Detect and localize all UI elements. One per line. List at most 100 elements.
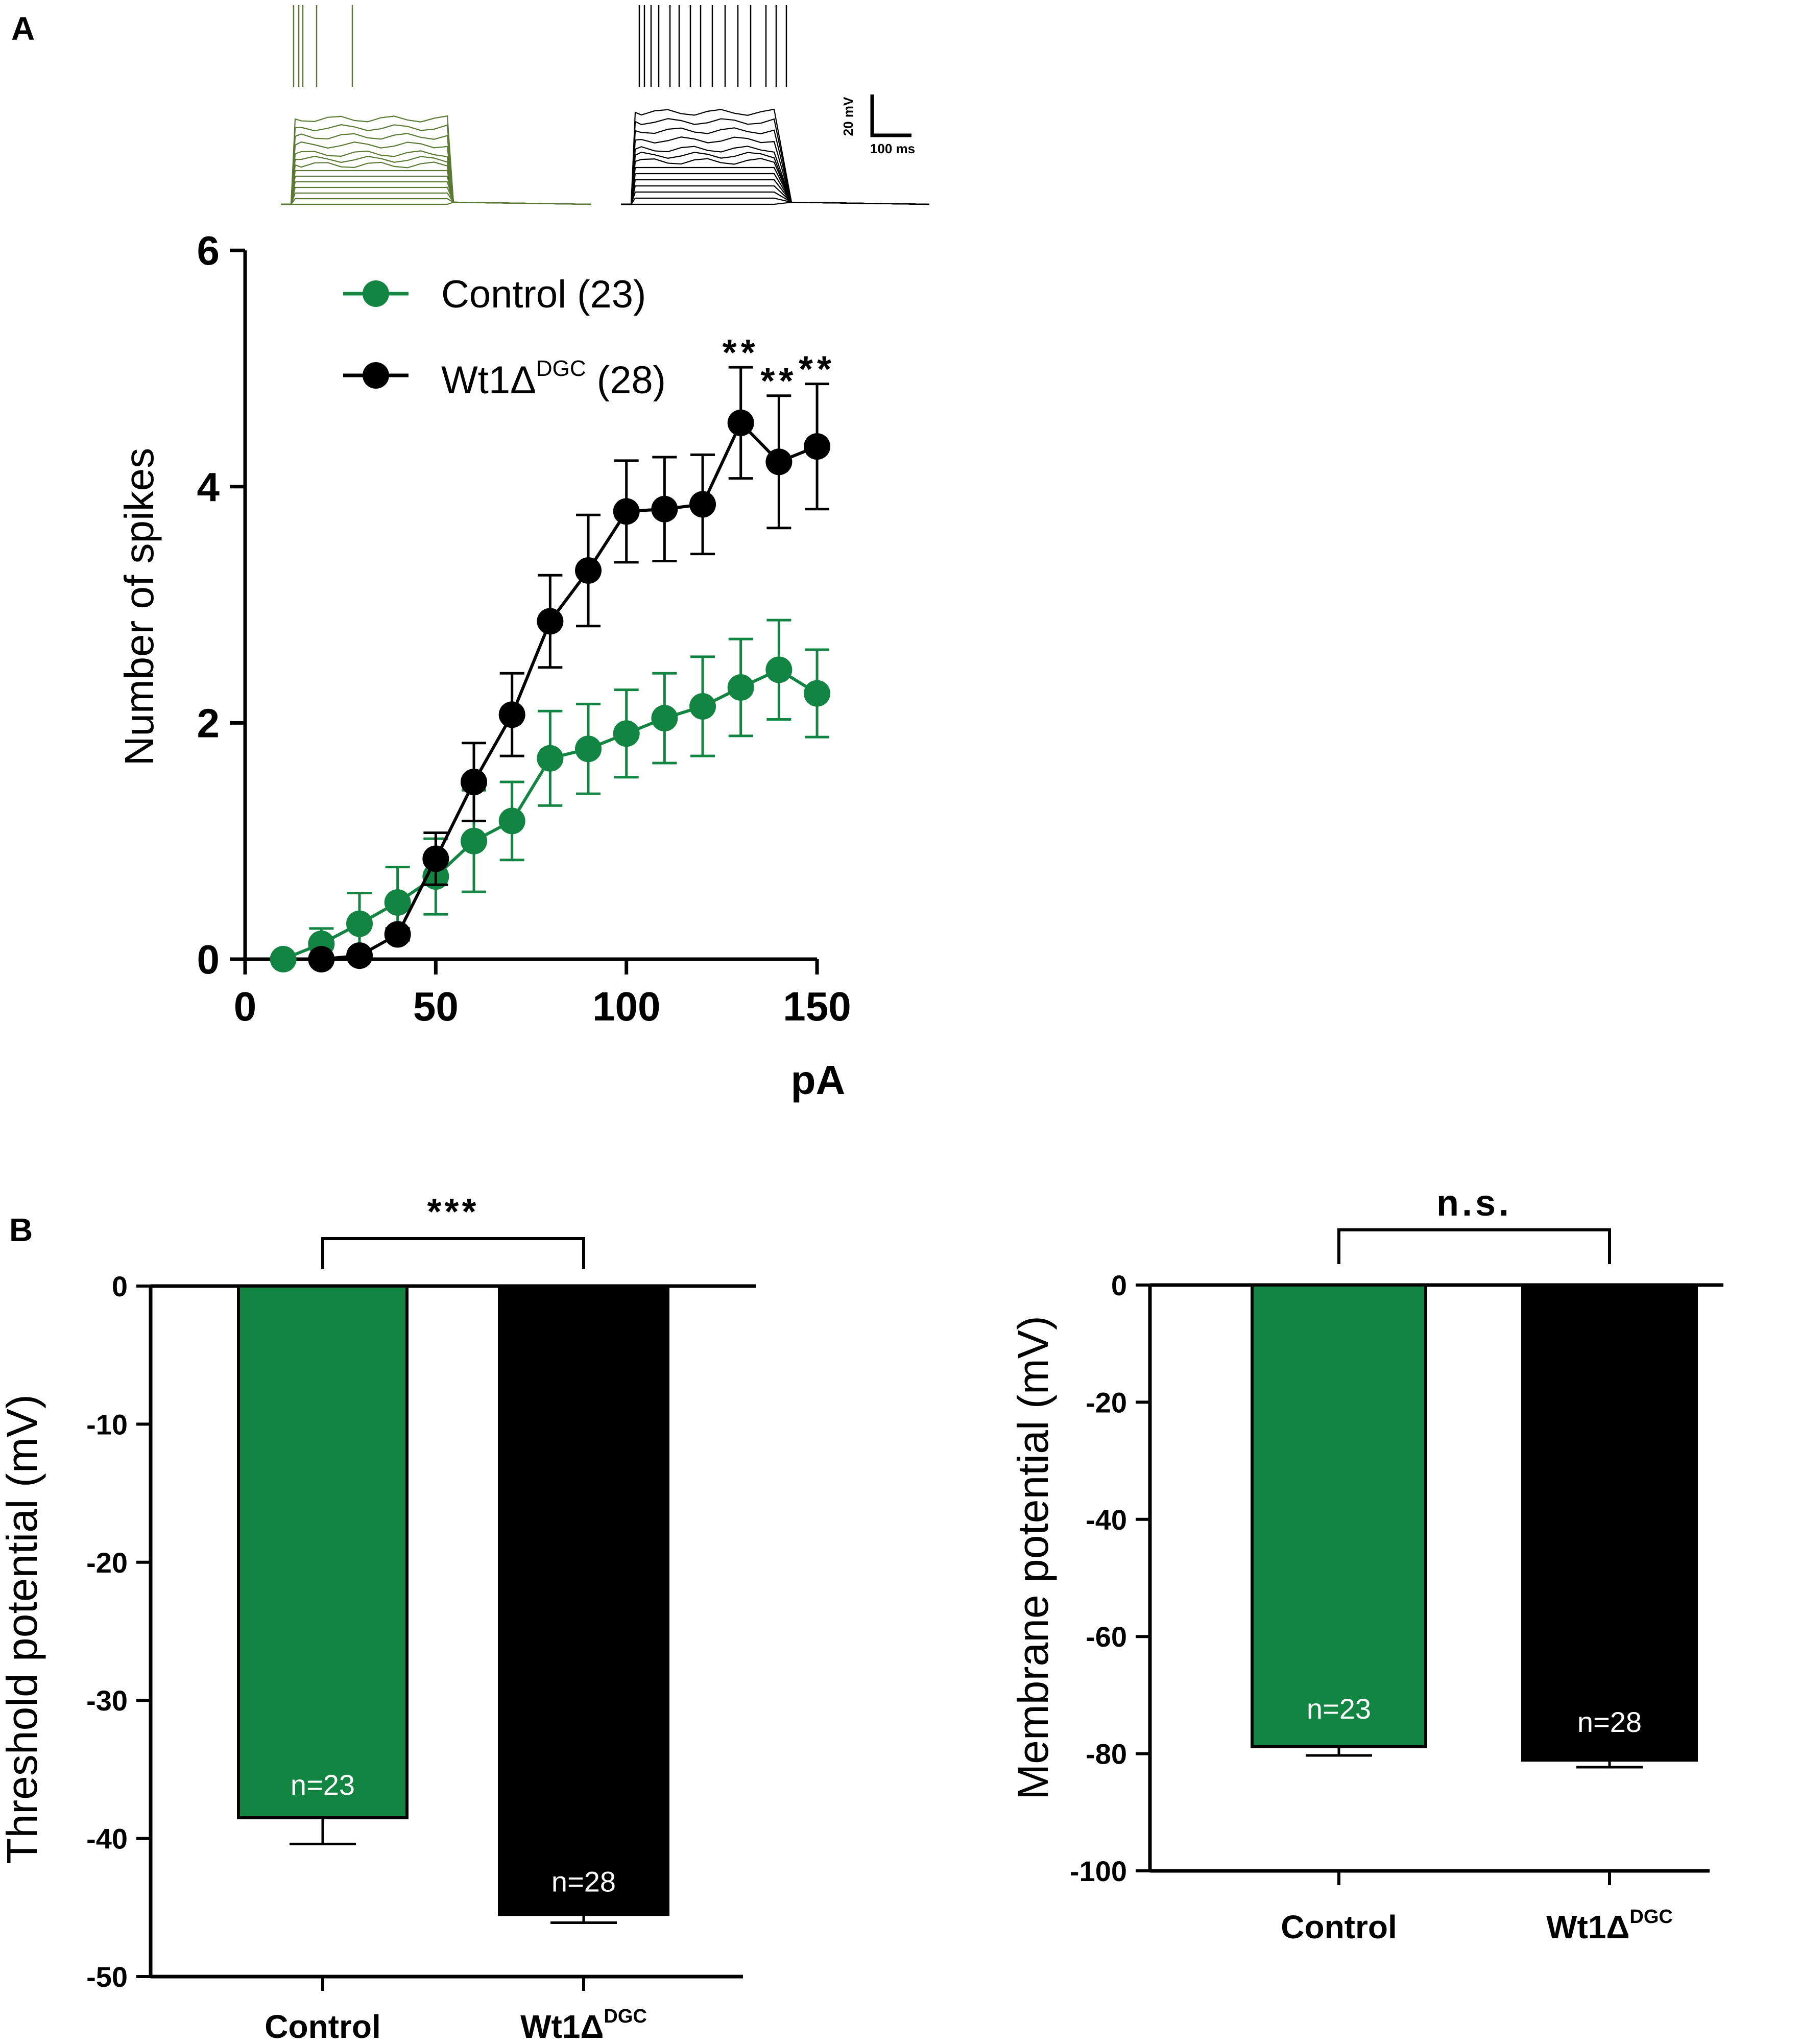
significance-marker: **	[723, 332, 759, 373]
category-label-main: Wt1Δ	[1546, 1909, 1629, 1945]
significance-label: n.s.	[1436, 1183, 1512, 1224]
n-label: n=28	[1577, 1706, 1642, 1738]
y-tick-label: -40	[86, 1823, 128, 1855]
chart-a-ylabel: Number of spikes	[116, 448, 162, 766]
significance-marker: **	[760, 361, 797, 402]
data-point	[498, 701, 525, 728]
threshold-potential-chart: 0 -10 -20 -30 -40 -50 n=23 Control n=28 Wt1ΔDGC **…	[0, 1192, 756, 2044]
trace-line	[621, 201, 930, 205]
trace-line	[281, 198, 592, 205]
trace-line	[281, 181, 592, 205]
n-label: n=23	[1307, 1693, 1371, 1725]
trace-line	[281, 161, 592, 205]
legend-mutant-marker	[363, 362, 389, 389]
trace-line	[281, 155, 592, 205]
trace-line	[621, 118, 930, 205]
y-tick-label: -20	[1086, 1386, 1127, 1418]
data-point	[651, 495, 678, 522]
trace-line	[281, 201, 592, 205]
trace-line	[621, 146, 930, 205]
trace-line	[621, 167, 930, 205]
data-point	[346, 910, 373, 937]
chart-b1-ylabel: Threshold potential (mV)	[0, 1394, 46, 1864]
scale-bar: 20 mV 100 ms	[841, 94, 915, 156]
data-point	[689, 491, 716, 518]
trace-line	[621, 108, 930, 205]
chart-b1-body: 0 -10 -20 -30 -40 -50 n=23 Control n=28 Wt1ΔDGC **…	[86, 1192, 756, 2044]
trace-line	[621, 173, 930, 205]
data-point	[727, 674, 754, 701]
significance-label: ***	[427, 1192, 479, 1232]
bar-control	[1251, 1284, 1427, 1748]
x-tick-label: 150	[783, 984, 851, 1029]
y-tick-label: 0	[1111, 1269, 1127, 1301]
trace-line	[621, 127, 930, 205]
data-point	[727, 409, 754, 436]
trace-line	[621, 136, 930, 205]
legend-mutant-main: Wt1Δ	[441, 359, 536, 402]
chart-a-legend: Control (23) Wt1ΔDGC (28)	[343, 273, 666, 402]
trace-line	[621, 197, 930, 205]
n-label: n=23	[291, 1769, 355, 1801]
trace-line	[621, 179, 930, 205]
category-label-main: Control	[1281, 1909, 1397, 1945]
data-point	[804, 680, 831, 707]
trace-line	[281, 186, 592, 205]
data-point	[804, 433, 831, 460]
y-tick-label: -30	[86, 1684, 128, 1717]
trace-line	[281, 115, 592, 205]
legend-mutant-sup: DGC	[536, 356, 586, 381]
x-tick-label: 100	[592, 984, 660, 1029]
legend-control-label: Control (23)	[441, 273, 646, 316]
trace-line	[281, 175, 592, 205]
category-label-main: Control	[265, 2008, 381, 2044]
scale-bar-lines	[870, 94, 911, 137]
y-tick-label: -100	[1070, 1855, 1127, 1887]
data-point	[613, 720, 640, 747]
y-tick-label: 4	[197, 464, 220, 510]
data-point	[613, 498, 640, 525]
bar-mutant	[498, 1285, 669, 1916]
x-tick-label: 50	[413, 984, 459, 1029]
category-label: Wt1ΔDGC	[1546, 1906, 1673, 1945]
category-label: Control	[1281, 1909, 1397, 1945]
y-tick-label: -20	[86, 1547, 128, 1579]
data-point	[498, 807, 525, 835]
trace-line	[281, 141, 592, 205]
data-point	[308, 946, 335, 972]
chart-b2-body: 0 -20 -40 -60 -80 -100 n=23 Control n=28 Wt1ΔDGC n…	[1070, 1183, 1723, 1945]
chart-a-series: **** **	[270, 332, 831, 972]
legend-mutant-tail: (28)	[586, 359, 666, 402]
trace-line	[621, 185, 930, 205]
data-point	[575, 735, 602, 763]
trace-line	[281, 150, 592, 205]
series-line-1	[321, 420, 818, 961]
trace-line	[621, 151, 930, 205]
data-point	[575, 557, 602, 584]
data-point	[537, 608, 564, 635]
y-tick-label: 0	[197, 937, 220, 982]
category-label-sup: DGC	[604, 2006, 646, 2027]
panel-label-b: B	[9, 1211, 33, 1248]
data-point	[461, 769, 488, 796]
category-label: Wt1ΔDGC	[520, 2006, 647, 2044]
trace-line	[621, 191, 930, 205]
significance-bracket	[1337, 1228, 1611, 1264]
data-point	[270, 946, 297, 972]
bar-control	[237, 1285, 409, 1820]
panel-label-a: A	[11, 10, 35, 47]
y-tick-label: -80	[1086, 1738, 1127, 1770]
y-tick-label: -40	[1086, 1504, 1127, 1536]
chart-a-axes: 0 2 4 6 0 50 100 150	[197, 228, 851, 1029]
bar-mutant	[1521, 1284, 1698, 1762]
data-point	[651, 705, 678, 732]
trace-line	[281, 170, 592, 205]
category-label-sup: DGC	[1629, 1906, 1672, 1928]
example-voltage-traces	[281, 5, 930, 205]
scale-bar-time: 100 ms	[870, 141, 915, 156]
y-tick-label: 2	[197, 700, 220, 746]
trace-line	[281, 192, 592, 205]
category-label: Control	[265, 2008, 381, 2044]
n-label: n=28	[551, 1865, 616, 1897]
